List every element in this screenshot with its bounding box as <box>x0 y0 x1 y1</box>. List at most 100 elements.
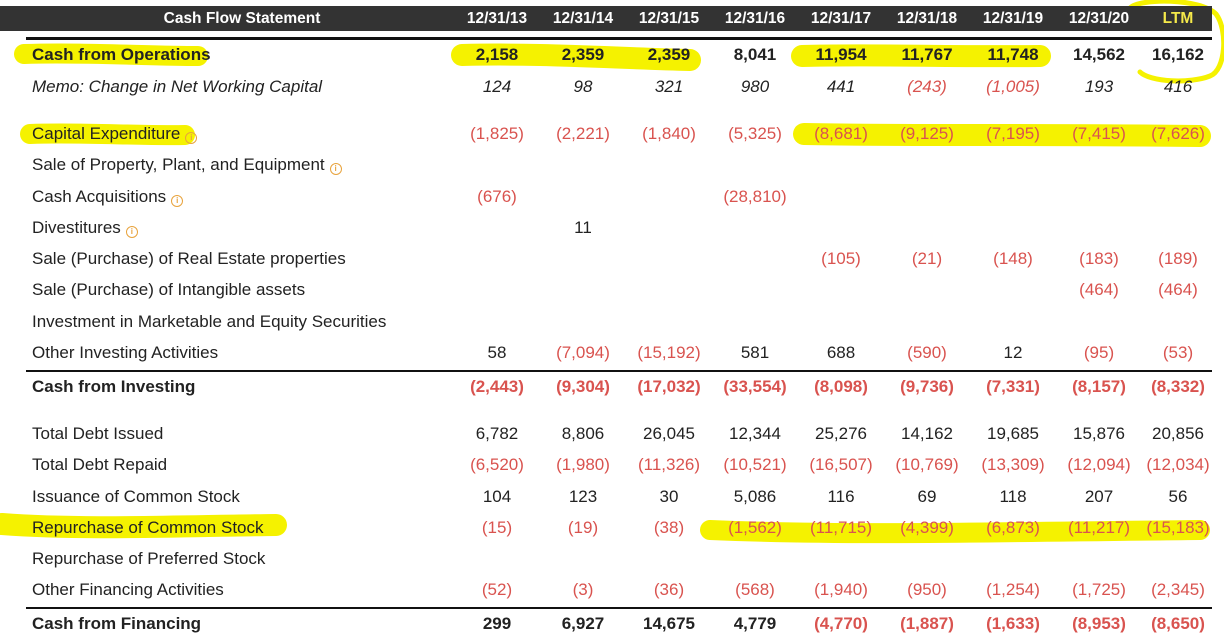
table-row-other-financing-activities: Other Financing Activities (52) (3) (36) (56… <box>0 577 1224 603</box>
row-label-text: Repurchase of Common Stock <box>32 518 264 537</box>
table-title: Cash Flow Statement <box>163 10 321 27</box>
table-cell: (38) <box>653 518 685 537</box>
table-cell: (6,520) <box>470 455 524 474</box>
table-cell: (2,443) <box>470 377 524 396</box>
info-icon[interactable]: i <box>185 132 198 144</box>
table-cell: (19) <box>567 518 599 537</box>
table-cell: 8,041 <box>733 45 777 64</box>
table-cell: 321 <box>654 77 684 96</box>
table-row-cash-acquisitions: Cash Acquisitions i (676) (28,810) <box>0 184 1224 210</box>
table-cell: (7,195) <box>986 124 1040 143</box>
table-cell: 416 <box>1163 77 1193 96</box>
table-cell: 6,782 <box>475 424 519 443</box>
column-header-12-31-14: 12/31/14 <box>552 10 614 27</box>
table-cell: 14,162 <box>901 424 953 443</box>
table-cell: 2,359 <box>561 45 605 64</box>
row-label-text: Total Debt Repaid <box>32 455 168 474</box>
table-cell: 11,767 <box>901 45 953 64</box>
row-label: Repurchase of Common Stock <box>32 515 264 541</box>
row-label: Other Financing Activities <box>32 577 224 603</box>
table-row-divestitures: Divestitures i 11 <box>0 215 1224 241</box>
financing-total-rule <box>26 607 1212 609</box>
table-cell: 11,954 <box>815 45 867 64</box>
table-cell: (1,562) <box>728 518 782 537</box>
table-row-memo-change-in-net-working-capital: Memo: Change in Net Working Capital 124 98… <box>0 74 1224 100</box>
table-cell: (464) <box>1158 280 1198 299</box>
row-label: Total Debt Issued <box>32 421 163 447</box>
table-cell: (10,521) <box>723 455 787 474</box>
info-icon[interactable]: i <box>125 226 138 238</box>
table-cell: (1,005) <box>986 77 1040 96</box>
table-cell: (15,192) <box>637 343 701 362</box>
table-cell: (17,032) <box>637 377 701 396</box>
table-cell: (8,953) <box>1072 614 1126 633</box>
table-cell: 4,779 <box>733 614 777 633</box>
table-row-repurchase-of-preferred-stock: Repurchase of Preferred Stock <box>0 546 1224 572</box>
table-cell: (36) <box>653 580 685 599</box>
table-cell: (5,325) <box>728 124 782 143</box>
table-cell: 6,927 <box>561 614 605 633</box>
row-label-text: Sale (Purchase) of Intangible assets <box>32 280 306 299</box>
row-label-text: Cash from Financing <box>32 614 202 633</box>
table-row-repurchase-of-common-stock: Repurchase of Common Stock (15) (19) (38) (1… <box>0 515 1224 541</box>
table-cell: (4,770) <box>814 614 868 633</box>
info-icon[interactable]: i <box>329 163 342 175</box>
row-label: Total Debt Repaid <box>32 452 167 478</box>
table-cell: (11,326) <box>637 455 701 474</box>
table-row-total-debt-repaid: Total Debt Repaid (6,520) (1,980) (11,326) (… <box>0 452 1224 478</box>
row-label: Repurchase of Preferred Stock <box>32 546 265 572</box>
table-cell: 207 <box>1084 487 1114 506</box>
table-cell: (6,873) <box>986 518 1040 537</box>
table-row-other-investing-activities: Other Investing Activities 58 (7,094) (15,1… <box>0 340 1224 366</box>
table-cell: (13,309) <box>981 455 1045 474</box>
table-cell: 118 <box>999 487 1027 506</box>
row-label-text: Issuance of Common Stock <box>32 487 240 506</box>
table-cell: (183) <box>1079 249 1119 268</box>
table-cell: 11,748 <box>987 45 1039 64</box>
row-label: Cash from Investing <box>32 374 195 400</box>
table-cell: (1,725) <box>1072 580 1126 599</box>
table-cell: 25,276 <box>815 424 867 443</box>
table-cell: 19,685 <box>987 424 1039 443</box>
row-label-text: Other Financing Activities <box>32 580 224 599</box>
table-cell: (15,183) <box>1146 518 1210 537</box>
row-label: Capital Expenditure i <box>32 121 198 147</box>
column-header-12-31-18: 12/31/18 <box>896 10 958 27</box>
row-label: Sale of Property, Plant, and Equipment i <box>32 152 342 178</box>
table-cell: 193 <box>1084 77 1114 96</box>
row-label-text: Total Debt Issued <box>32 424 164 443</box>
table-cell: (2,221) <box>556 124 610 143</box>
table-cell: 14,675 <box>643 614 695 633</box>
row-label-text: Cash from Investing <box>32 377 196 396</box>
table-cell: 14,562 <box>1073 45 1125 64</box>
table-cell: (53) <box>1162 343 1194 362</box>
table-row-sale-of-property-plant-and-equipment: Sale of Property, Plant, and Equipment i <box>0 152 1224 178</box>
table-cell: 69 <box>917 487 937 506</box>
info-icon[interactable]: i <box>171 195 184 207</box>
row-label: Issuance of Common Stock <box>32 484 240 510</box>
row-label-text: Cash Acquisitions <box>32 187 167 206</box>
table-cell: (33,554) <box>723 377 787 396</box>
table-cell: 58 <box>487 343 507 362</box>
table-cell: (950) <box>907 580 947 599</box>
table-cell: (11,217) <box>1067 518 1131 537</box>
table-header: Cash Flow Statement 12/31/13 12/31/14 12/3… <box>0 6 1212 31</box>
table-cell: (568) <box>735 580 775 599</box>
row-label: Other Investing Activities <box>32 340 218 366</box>
table-cell: (95) <box>1083 343 1115 362</box>
table-cell: (464) <box>1079 280 1119 299</box>
table-cell: (1,940) <box>814 580 868 599</box>
table-cell: (1,980) <box>556 455 610 474</box>
row-label-text: Sale (Purchase) of Real Estate propertie… <box>32 249 346 268</box>
table-cell: (8,681) <box>814 124 868 143</box>
column-header-ltm: LTM <box>1162 10 1194 27</box>
table-cell: 299 <box>482 614 512 633</box>
table-cell: (1,887) <box>900 614 954 633</box>
table-cell: 123 <box>568 487 598 506</box>
table-cell: (1,633) <box>986 614 1040 633</box>
row-label-text: Repurchase of Preferred Stock <box>32 549 266 568</box>
row-label-text: Memo: Change in Net Working Capital <box>32 77 323 96</box>
table-cell: (676) <box>477 187 517 206</box>
table-cell: (7,094) <box>556 343 610 362</box>
